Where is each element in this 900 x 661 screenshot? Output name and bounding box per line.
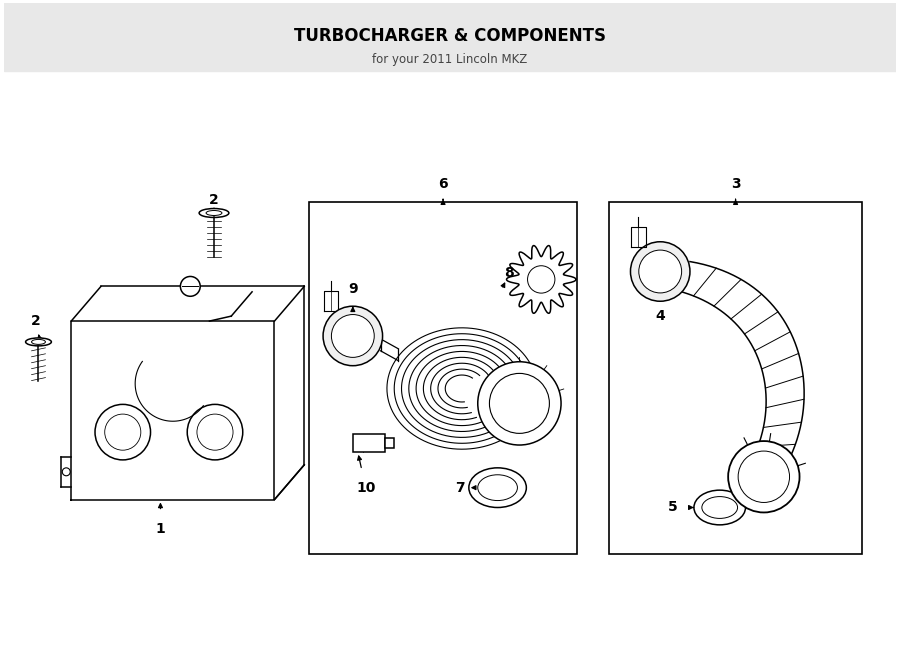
- Bar: [384, 438, 394, 448]
- Text: 2: 2: [209, 193, 219, 207]
- Circle shape: [331, 315, 374, 358]
- Text: 4: 4: [655, 309, 665, 323]
- Bar: [608, 202, 861, 554]
- Text: 10: 10: [356, 481, 375, 494]
- Bar: [310, 202, 577, 554]
- Ellipse shape: [32, 340, 45, 344]
- Text: 5: 5: [668, 500, 678, 514]
- Text: 1: 1: [156, 522, 166, 536]
- Ellipse shape: [25, 338, 51, 346]
- Text: for your 2011 Lincoln MKZ: for your 2011 Lincoln MKZ: [373, 54, 527, 66]
- Text: 9: 9: [348, 282, 357, 296]
- Circle shape: [490, 373, 549, 434]
- Text: 2: 2: [31, 314, 40, 328]
- Text: 8: 8: [505, 266, 515, 280]
- Text: 6: 6: [438, 177, 448, 191]
- Circle shape: [631, 242, 690, 301]
- Bar: [4, 3, 896, 71]
- Bar: [353, 434, 384, 452]
- Circle shape: [180, 276, 200, 296]
- Text: TURBOCHARGER & COMPONENTS: TURBOCHARGER & COMPONENTS: [294, 28, 606, 46]
- Text: 3: 3: [731, 177, 741, 191]
- Ellipse shape: [206, 210, 222, 215]
- Circle shape: [728, 441, 799, 512]
- Ellipse shape: [199, 208, 229, 217]
- Circle shape: [639, 250, 681, 293]
- Text: 7: 7: [455, 481, 464, 494]
- Circle shape: [478, 362, 561, 445]
- Circle shape: [323, 306, 382, 366]
